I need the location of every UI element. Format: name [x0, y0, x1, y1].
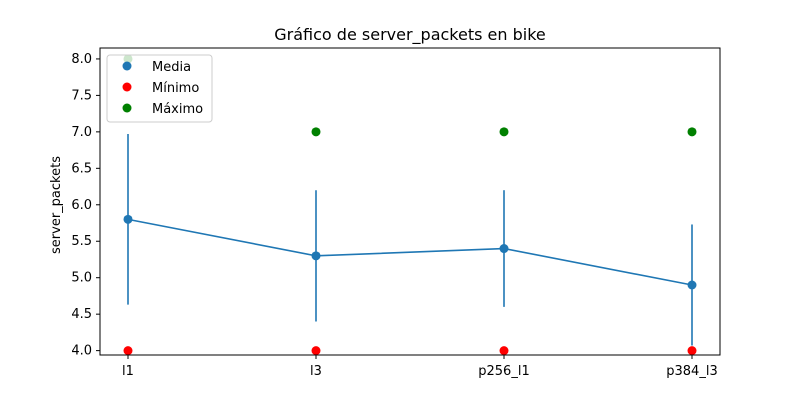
y-tick-label: 8.0	[71, 52, 92, 67]
mean-point	[123, 214, 133, 224]
x-tick-label: p256_l1	[478, 364, 529, 379]
y-tick-label: 5.5	[71, 234, 92, 249]
y-tick-label: 5.0	[71, 271, 92, 286]
legend-marker	[122, 82, 132, 92]
min-point	[123, 346, 133, 356]
legend: Media Mínimo Máximo	[106, 54, 213, 123]
min-point	[311, 346, 321, 356]
legend-label: Mínimo	[152, 81, 199, 96]
max-point	[311, 127, 321, 137]
x-tick-label: l1	[122, 364, 134, 379]
legend-marker	[122, 103, 132, 113]
mean-point	[499, 244, 509, 254]
y-tick-label: 6.0	[71, 198, 92, 213]
plot-area: 4.0 4.5 5.0 5.5 6.0 6.5 7.0 7.5 8.0 l1 l3 p256_l1 p3…	[71, 52, 717, 379]
x-tick-label: l3	[310, 364, 322, 379]
chart-title: Gráfico de server_packets en bike	[274, 25, 545, 45]
mean-point	[311, 251, 321, 261]
plot-frame	[99, 47, 721, 356]
legend-box	[106, 54, 213, 123]
max-point	[499, 127, 509, 137]
min-point	[687, 346, 697, 356]
y-tick-label: 4.5	[71, 307, 92, 322]
y-tick-label: 6.5	[71, 161, 92, 176]
legend-marker	[122, 61, 132, 71]
max-point	[687, 127, 697, 137]
legend-label: Máximo	[152, 102, 203, 117]
mean-line	[127, 218, 693, 286]
y-tick-label: 7.5	[71, 88, 92, 103]
min-point	[499, 346, 509, 356]
x-tick-label: p384_l3	[666, 364, 717, 379]
y-tick-label: 4.0	[71, 344, 92, 359]
legend-label: Media	[152, 60, 191, 75]
y-axis-label: server_packets	[49, 156, 64, 254]
y-tick-label: 7.0	[71, 125, 92, 140]
mean-point	[687, 280, 697, 290]
